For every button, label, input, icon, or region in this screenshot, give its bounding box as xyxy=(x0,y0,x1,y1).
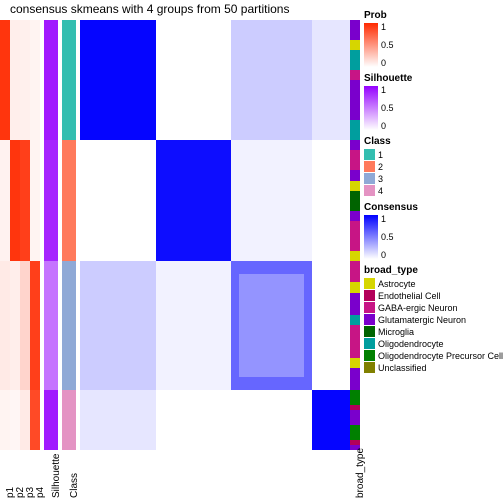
x-label: broad_type xyxy=(355,448,366,498)
right-annotation-broad-type xyxy=(350,20,360,450)
left-annotations xyxy=(0,20,80,450)
legend-class: Class1234 xyxy=(364,136,502,196)
page-title: consensus skmeans with 4 groups from 50 … xyxy=(10,2,289,16)
legend-broad_type: broad_typeAstrocyteEndothelial CellGABA-… xyxy=(364,265,502,373)
x-axis-labels: p1p2p3p4SilhouetteClassbroad_type xyxy=(0,452,360,504)
x-label: Silhouette xyxy=(51,454,62,498)
x-label: Class xyxy=(69,473,80,498)
legend-silhouette: Silhouette10.50 xyxy=(364,73,502,130)
legend-prob: Prob10.50 xyxy=(364,10,502,67)
heatmap-plot xyxy=(0,20,360,450)
legends: Prob10.50 Silhouette10.50 Class1234 Consens… xyxy=(364,10,502,379)
legend-consensus: Consensus10.50 xyxy=(364,202,502,259)
x-label: p4 xyxy=(35,487,46,498)
consensus-matrix xyxy=(80,20,350,450)
